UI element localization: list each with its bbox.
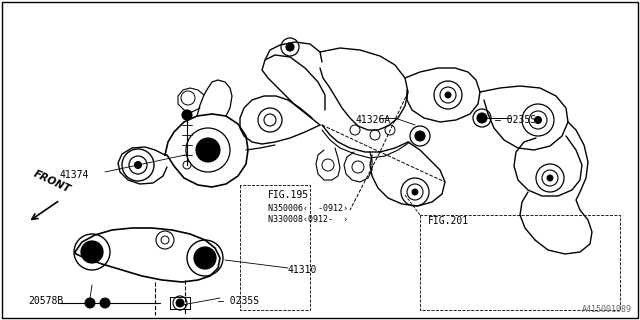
Circle shape [415,131,425,141]
Text: 41310: 41310 [288,265,317,275]
Text: N350006‹  -0912›: N350006‹ -0912› [268,204,348,213]
Text: FIG.201: FIG.201 [428,216,469,226]
Circle shape [85,298,95,308]
Text: FRONT: FRONT [32,169,72,195]
Text: — 0235S: — 0235S [495,115,536,125]
Circle shape [480,116,484,120]
Circle shape [445,92,451,98]
Circle shape [100,298,110,308]
Circle shape [200,253,210,263]
Text: 41374: 41374 [60,170,90,180]
Circle shape [534,116,541,124]
Text: 20578B: 20578B [28,296,63,306]
Text: FIG.195: FIG.195 [268,190,309,200]
Text: A415001089: A415001089 [582,305,632,314]
Circle shape [203,145,213,155]
Circle shape [412,189,418,195]
Circle shape [87,247,97,257]
Circle shape [286,43,294,51]
Text: N330008‹0912-  ›: N330008‹0912- › [268,215,348,224]
Circle shape [547,175,553,181]
Circle shape [134,162,141,169]
Circle shape [477,113,487,123]
Circle shape [182,110,192,120]
Circle shape [176,299,184,307]
Text: 41326A: 41326A [355,115,390,125]
Circle shape [194,247,216,269]
Circle shape [196,138,220,162]
Circle shape [81,241,103,263]
Text: — 0235S: — 0235S [218,296,259,306]
